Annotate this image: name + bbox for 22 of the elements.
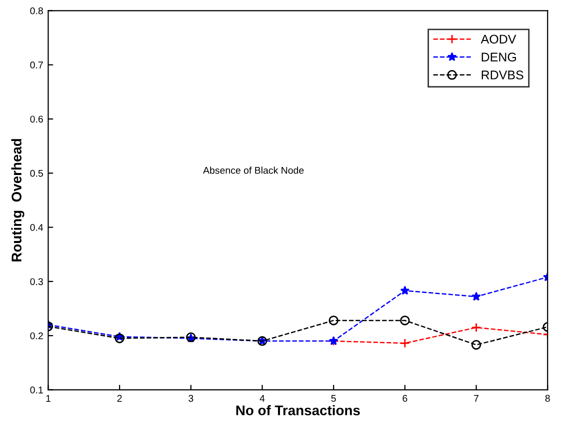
x-tick-label: 1 <box>46 395 50 402</box>
y-tick-label: 0.7 <box>30 62 43 68</box>
y-axis-title: Routing Overhead <box>11 139 24 262</box>
x-tick-label: 2 <box>117 394 122 402</box>
y-tick-label: 0.4 <box>30 224 44 231</box>
y-tick-label: 0.3 <box>30 278 43 286</box>
legend-label: DENG <box>482 52 516 62</box>
legend-label: AODV <box>480 34 516 44</box>
x-tick-label: 3 <box>188 394 194 402</box>
y-tick-label: 0.1 <box>30 386 43 394</box>
legend-label: RDVBS <box>482 70 524 80</box>
x-tick-label: 8 <box>545 394 550 402</box>
y-tick-label: 0.6 <box>30 116 43 123</box>
x-tick-label: 4 <box>260 395 265 402</box>
x-tick-label: 7 <box>474 395 478 402</box>
x-axis-title: No of Transactions <box>236 405 360 416</box>
y-tick-label: 0.8 <box>30 7 43 14</box>
annotation: Absence of Black Node <box>203 166 304 174</box>
x-tick-label: 6 <box>402 394 408 402</box>
y-tick-label: 0.5 <box>30 170 43 177</box>
y-tick-label: 0.2 <box>30 332 43 340</box>
x-tick-label: 5 <box>331 395 336 402</box>
